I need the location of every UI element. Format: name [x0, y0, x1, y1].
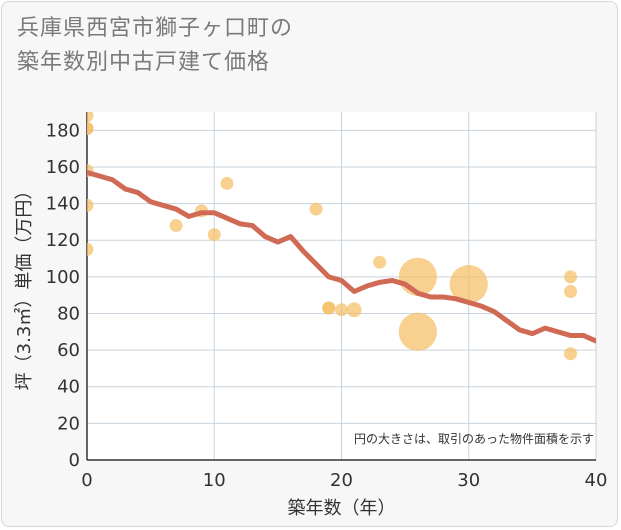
- data-bubble: [87, 112, 94, 123]
- data-bubble: [87, 198, 94, 212]
- data-bubble: [564, 347, 578, 361]
- title-line-1: 兵庫県西宮市獅子ヶ口町の: [17, 16, 294, 41]
- data-bubble: [220, 176, 234, 190]
- x-tick-label: 0: [81, 470, 92, 491]
- y-tick-label: 60: [57, 340, 80, 361]
- data-bubble: [373, 255, 387, 269]
- y-tick-label: 180: [46, 120, 80, 141]
- y-tick-label: 140: [46, 194, 80, 215]
- average-price-line: [87, 169, 596, 344]
- y-axis-title: 坪（3.3㎡）単価（万円）: [13, 182, 35, 391]
- x-tick-label: 30: [457, 470, 480, 491]
- data-bubble: [309, 202, 323, 216]
- x-axis-title: 築年数（年）: [288, 498, 396, 519]
- data-bubble: [398, 312, 437, 351]
- bubble-series: [87, 112, 578, 361]
- y-tick-label: 20: [57, 413, 80, 434]
- data-bubble: [169, 219, 183, 233]
- x-tick-label: 40: [585, 470, 608, 491]
- data-bubble: [346, 302, 362, 318]
- data-bubble: [87, 242, 94, 256]
- data-bubble: [449, 265, 488, 304]
- bubble-size-note: 円の大きさは、取引のあった物件面積を示す: [354, 431, 594, 446]
- data-bubble: [564, 270, 578, 284]
- y-tick-label: 120: [46, 230, 80, 251]
- chart-title: 兵庫県西宮市獅子ヶ口町の 築年数別中古戸建て価格: [17, 12, 293, 80]
- y-tick-label: 0: [69, 450, 80, 471]
- x-tick-label: 20: [330, 470, 353, 491]
- y-tick-label: 160: [46, 157, 80, 178]
- data-bubble: [398, 257, 437, 296]
- x-tick-label: 10: [203, 470, 226, 491]
- data-bubble: [87, 121, 94, 135]
- y-tick-label: 100: [46, 267, 80, 288]
- data-bubble: [335, 303, 348, 317]
- data-bubble: [322, 301, 336, 315]
- trend-line-group: [87, 169, 596, 344]
- tick-labels: 0 20 40 60 80 100 120 140 160 180 0 10 20 30 40: [46, 120, 608, 491]
- y-tick-label: 40: [57, 377, 80, 398]
- title-line-2: 築年数別中古戸建て価格: [17, 50, 271, 75]
- grid-lines: [86, 112, 597, 461]
- y-tick-label: 80: [57, 303, 80, 324]
- data-bubble: [564, 284, 578, 298]
- data-bubble: [207, 228, 221, 242]
